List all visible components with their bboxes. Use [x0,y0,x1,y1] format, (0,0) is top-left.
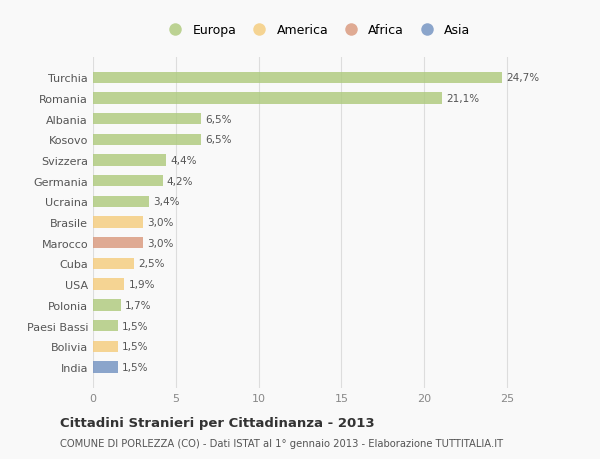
Text: 1,5%: 1,5% [122,362,148,372]
Text: 1,9%: 1,9% [128,280,155,290]
Text: 3,0%: 3,0% [147,238,173,248]
Text: 1,5%: 1,5% [122,321,148,331]
Bar [93,176,163,187]
Text: 24,7%: 24,7% [506,73,539,83]
Bar [93,217,143,228]
Bar [93,93,442,104]
Text: 6,5%: 6,5% [205,114,231,124]
Bar [93,362,118,373]
Text: 3,4%: 3,4% [154,197,180,207]
Text: 4,4%: 4,4% [170,156,196,166]
Text: 1,7%: 1,7% [125,300,152,310]
Bar [93,155,166,166]
Bar [93,258,134,269]
Text: 2,5%: 2,5% [139,259,165,269]
Text: 21,1%: 21,1% [446,94,479,104]
Bar [93,196,149,207]
Bar [93,134,200,146]
Bar [93,73,502,84]
Text: COMUNE DI PORLEZZA (CO) - Dati ISTAT al 1° gennaio 2013 - Elaborazione TUTTITALI: COMUNE DI PORLEZZA (CO) - Dati ISTAT al … [60,438,503,448]
Text: 6,5%: 6,5% [205,135,231,145]
Text: 3,0%: 3,0% [147,218,173,228]
Bar [93,279,124,290]
Bar [93,320,118,331]
Bar [93,300,121,311]
Legend: Europa, America, Africa, Asia: Europa, America, Africa, Asia [159,21,474,41]
Text: 4,2%: 4,2% [167,176,193,186]
Text: Cittadini Stranieri per Cittadinanza - 2013: Cittadini Stranieri per Cittadinanza - 2… [60,416,374,429]
Bar [93,238,143,249]
Bar [93,341,118,352]
Text: 1,5%: 1,5% [122,341,148,352]
Bar [93,114,200,125]
